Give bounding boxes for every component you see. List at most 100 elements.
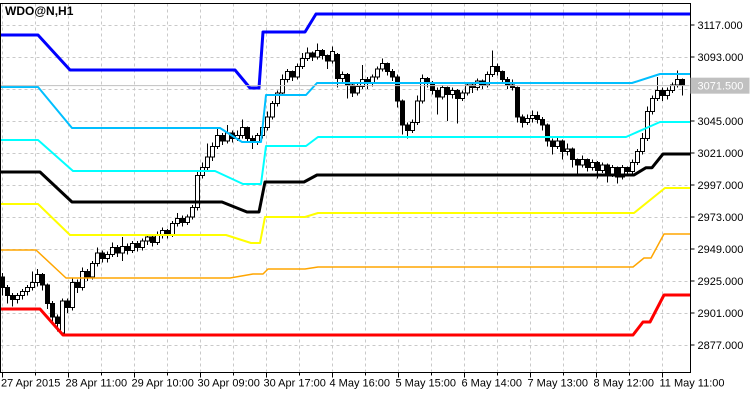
candle-body — [470, 84, 475, 89]
candle-body — [570, 148, 575, 161]
candle-body — [610, 167, 615, 175]
candle-body — [135, 243, 140, 249]
candle-body — [20, 291, 25, 297]
level-line-resistance-3 — [0, 12, 690, 90]
candle-body — [105, 253, 110, 259]
candle-body — [30, 281, 35, 289]
candle-body — [535, 115, 540, 121]
candle-body — [245, 127, 250, 139]
price-axis[interactable]: 3117.000 3093.000 3045.000 3021.000 2997.000… — [690, 20, 750, 352]
candle-body — [520, 116, 525, 123]
indicator-lines — [0, 12, 690, 337]
price-tick-label: 3045.000 — [698, 116, 744, 128]
candles — [0, 43, 685, 336]
candle-body — [5, 287, 10, 297]
price-tick-label: 3117.000 — [698, 20, 743, 32]
candle-body — [515, 87, 520, 118]
time-tick-label: 7 May 13:00 — [528, 378, 589, 390]
candle-body — [0, 276, 5, 289]
candle-body — [45, 284, 50, 305]
candle-body — [165, 229, 170, 235]
candle-body — [385, 63, 390, 73]
price-tick-label: 2925.000 — [698, 276, 744, 288]
candle-body — [420, 77, 425, 102]
candle-body — [265, 116, 270, 129]
candle-body — [35, 273, 40, 283]
level-line-resistance-1 — [0, 121, 690, 185]
current-price-label: 3071.500 — [698, 81, 744, 93]
candle-body — [170, 223, 175, 235]
candle-body — [565, 148, 570, 153]
candle-body — [75, 281, 80, 289]
level-line-support-1 — [0, 187, 690, 244]
candle-body — [355, 85, 360, 94]
candle-body — [130, 243, 135, 251]
candle-body — [550, 140, 555, 147]
candle-body — [595, 161, 600, 171]
candle-body — [320, 49, 325, 57]
candle-body — [180, 217, 185, 223]
candle-body — [175, 217, 180, 225]
candle-body — [110, 247, 115, 255]
candle-body — [585, 159, 590, 169]
candle-body — [460, 92, 465, 99]
candle-body — [240, 127, 245, 137]
candle-body — [525, 117, 530, 123]
candle-body — [430, 83, 435, 91]
price-tick-label: 3093.000 — [698, 52, 744, 64]
plot-frame — [0, 3, 691, 373]
candle-body — [50, 303, 55, 318]
candle-body — [650, 97, 655, 113]
candle-body — [495, 65, 500, 73]
time-tick-label: 5 May 15:00 — [396, 378, 457, 390]
candle-body — [500, 71, 505, 81]
candle-body — [485, 73, 490, 86]
candle-body — [405, 124, 410, 131]
price-tick-label: 2877.000 — [698, 340, 744, 352]
candle-body — [205, 156, 210, 169]
candle-body — [635, 151, 640, 163]
candle-body — [350, 84, 355, 94]
candle-body — [445, 87, 450, 95]
candle-body — [185, 216, 190, 223]
level-line-support-3 — [0, 293, 690, 337]
candle-body — [85, 271, 90, 278]
candle-body — [400, 100, 405, 126]
time-tick-label: 30 Apr 17:00 — [264, 378, 326, 390]
candle-body — [335, 53, 340, 79]
candle-body — [640, 137, 645, 153]
candle-body — [465, 84, 470, 94]
candle-body — [435, 89, 440, 98]
candle-body — [310, 52, 315, 58]
price-tick-label: 2901.000 — [698, 308, 744, 320]
symbol-title: WDO@N,H1 — [5, 4, 74, 18]
candle-body — [590, 161, 595, 169]
candle-body — [660, 89, 665, 97]
price-tick-label: 2949.000 — [698, 244, 744, 256]
time-tick-label: 11 May 11:00 — [660, 378, 725, 390]
candle-body — [390, 71, 395, 78]
candle-body — [560, 140, 565, 153]
candle-body — [270, 103, 275, 118]
candle-body — [415, 100, 420, 123]
candle-body — [490, 65, 495, 75]
level-line-pivot — [0, 152, 690, 214]
price-tick-label: 2997.000 — [698, 180, 744, 192]
candle-body — [580, 159, 585, 166]
time-axis[interactable]: 27 Apr 2015 28 Apr 11:00 29 Apr 10:00 30 Ap… — [1, 372, 725, 390]
candle-body — [675, 79, 680, 86]
candle-body — [340, 73, 345, 79]
candle-body — [440, 87, 445, 98]
candle-body — [285, 71, 290, 81]
candle-body — [125, 245, 130, 251]
candle-body — [25, 287, 30, 293]
price-tick-label: 3021.000 — [698, 148, 744, 160]
candle-body — [150, 236, 155, 243]
candle-body — [145, 236, 150, 242]
candle-body — [540, 119, 545, 126]
candle-body — [555, 140, 560, 147]
candle-body — [215, 135, 220, 147]
candle-body — [665, 89, 670, 97]
